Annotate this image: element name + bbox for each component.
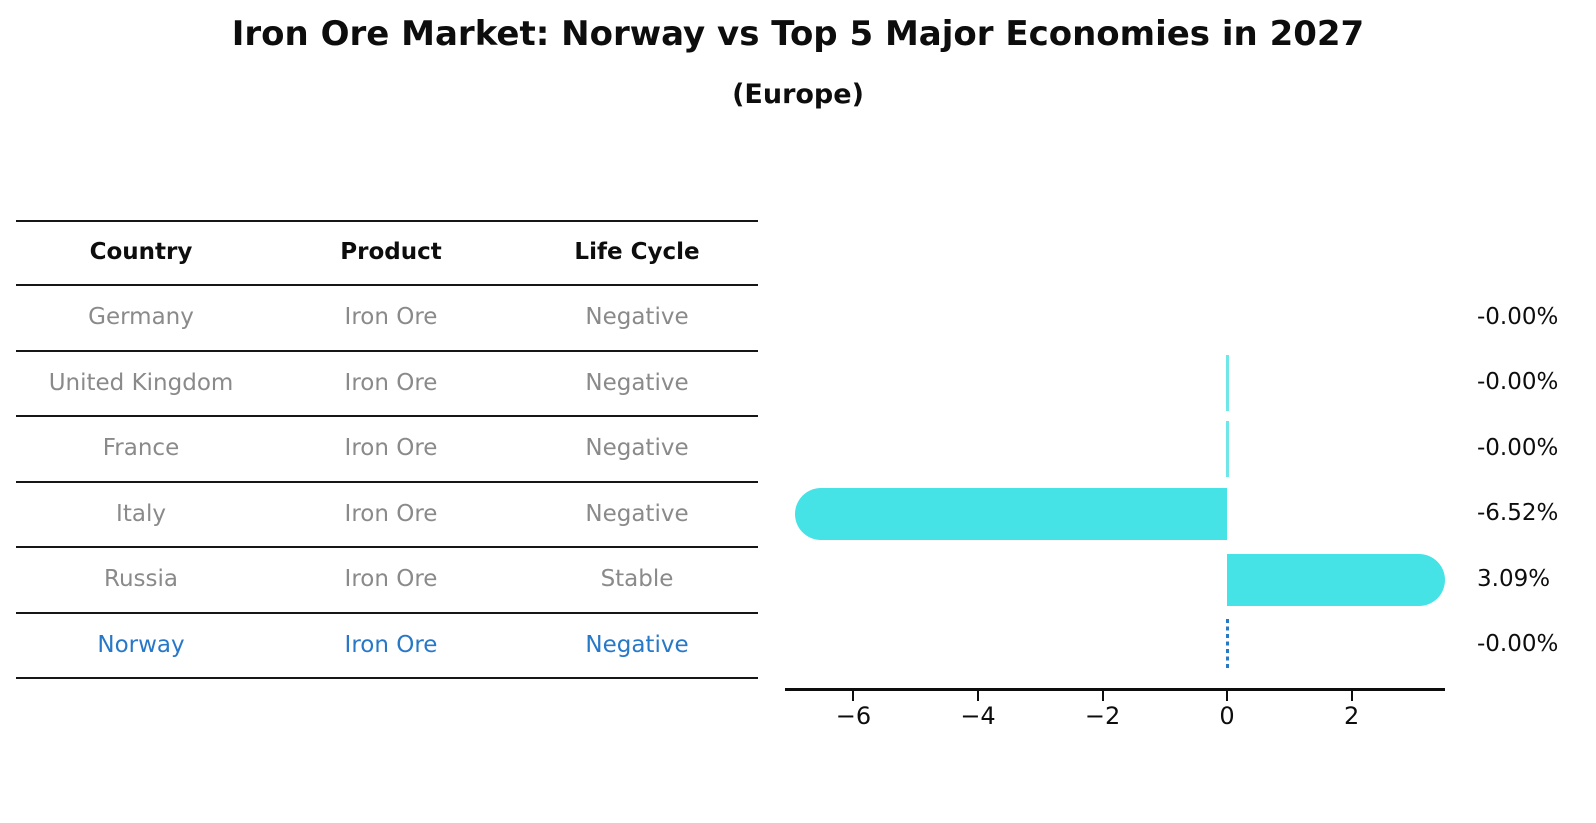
- cell-country: Germany: [88, 304, 194, 331]
- bar-value-label: -0.00%: [1477, 434, 1559, 461]
- x-axis-tick: [1226, 690, 1229, 701]
- bar-value-label: -0.00%: [1477, 369, 1559, 396]
- zero-bar-united-kingdom: [1226, 355, 1229, 412]
- table-row-norway: Norway Iron Ore Negative: [16, 611, 758, 678]
- x-axis-tick-label: −6: [835, 702, 872, 730]
- column-header-life-cycle: Life Cycle: [574, 239, 700, 266]
- bar-russia: [1227, 553, 1446, 606]
- table-row-france: France Iron Ore Negative: [16, 415, 758, 481]
- bar-value-label: -0.00%: [1477, 303, 1559, 330]
- cell-life-cycle: Negative: [585, 435, 689, 462]
- cell-country: France: [102, 435, 180, 462]
- cell-country: Italy: [116, 500, 166, 527]
- cell-country: United Kingdom: [48, 369, 234, 396]
- x-axis-tick: [977, 690, 980, 701]
- cell-life-cycle: Negative: [585, 304, 689, 331]
- bar-value-label: -6.52%: [1477, 500, 1559, 527]
- x-axis-tick: [1350, 690, 1353, 701]
- column-header-country: Country: [89, 239, 193, 266]
- cell-product: Iron Ore: [344, 500, 438, 527]
- cell-product: Iron Ore: [344, 566, 438, 593]
- chart-subtitle: (Europe): [732, 79, 864, 110]
- table-row-united-kingdom: United Kingdom Iron Ore Negative: [16, 349, 758, 416]
- cell-product: Iron Ore: [344, 631, 438, 658]
- cell-life-cycle: Negative: [585, 369, 689, 396]
- bar-italy: [795, 488, 1228, 541]
- x-axis-tick-label: 2: [1343, 702, 1360, 730]
- cell-life-cycle: Negative: [585, 500, 689, 527]
- cell-country: Norway: [97, 631, 185, 658]
- cell-country: Russia: [104, 566, 178, 593]
- column-header-product: Product: [340, 239, 442, 266]
- chart-title: Iron Ore Market: Norway vs Top 5 Major E…: [231, 14, 1365, 54]
- table-row-russia: Russia Iron Ore Stable: [16, 546, 758, 612]
- x-axis-tick-label: 0: [1219, 702, 1235, 730]
- x-axis-tick: [1101, 690, 1104, 701]
- cell-life-cycle: Negative: [585, 631, 689, 658]
- cell-life-cycle: Stable: [600, 566, 674, 593]
- table-header-row: Country Product Life Cycle: [16, 220, 758, 284]
- table-row-italy: Italy Iron Ore Negative: [16, 480, 758, 547]
- x-axis-tick-label: −4: [960, 702, 996, 730]
- x-axis-tick-label: −2: [1084, 702, 1121, 730]
- zero-bar-france: [1226, 420, 1229, 477]
- x-axis-line: [785, 688, 1445, 691]
- norway-zero-dashed-marker: [1225, 619, 1229, 672]
- table-row-germany: Germany Iron Ore Negative: [16, 284, 758, 350]
- bar-value-label: -0.00%: [1477, 631, 1559, 658]
- cell-product: Iron Ore: [344, 304, 438, 331]
- bar-value-label: 3.09%: [1477, 565, 1551, 592]
- x-axis-tick: [852, 690, 855, 701]
- cell-product: Iron Ore: [344, 435, 438, 462]
- comparison-table: Country Product Life Cycle Germany Iron …: [16, 220, 758, 679]
- cell-product: Iron Ore: [344, 369, 438, 396]
